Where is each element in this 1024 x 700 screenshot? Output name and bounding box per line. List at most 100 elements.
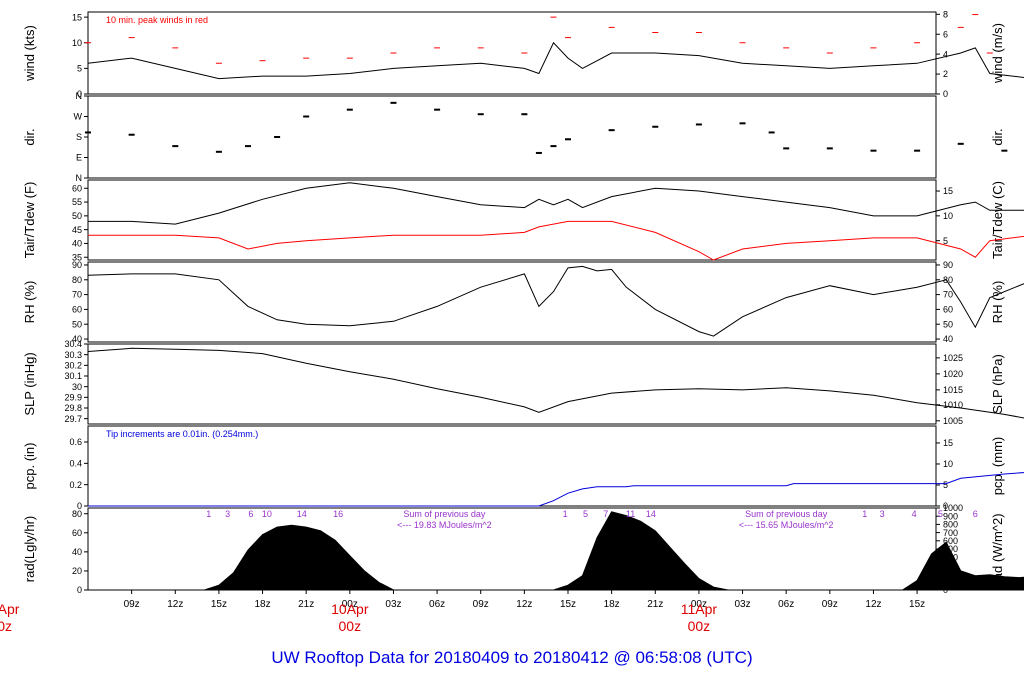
- temperature-ylabel-right: Tair/Tdew (C): [990, 181, 1005, 259]
- direction-point: [521, 113, 528, 116]
- direction-point: [957, 142, 964, 145]
- direction-point: [739, 122, 746, 125]
- pressure-ytick-label-left: 30.4: [64, 339, 82, 349]
- direction-point: [608, 129, 615, 132]
- pressure-ytick-label-left: 29.8: [64, 403, 82, 413]
- radiation-ytick-label-right: 500: [943, 544, 958, 554]
- direction-panel-frame: [87, 95, 937, 179]
- hour-mark: 3: [225, 509, 230, 519]
- hour-mark: 11: [626, 509, 635, 519]
- radiation-ylabel-right: rad (W/m^2): [990, 513, 1005, 584]
- direction-point: [914, 149, 921, 152]
- temperature-ytick-label-left: 35: [72, 252, 82, 262]
- precip-ylabel-right: pcp. (mm): [990, 437, 1005, 496]
- date-label-hour: 00z: [0, 618, 12, 634]
- pressure-ytick-label-right: 1010: [943, 400, 963, 410]
- direction-point: [550, 145, 557, 148]
- precip-annotation: Tip increments are 0.01in. (0.254mm.): [106, 429, 258, 439]
- radiation-note-line1: Sum of previous day: [403, 509, 486, 519]
- radiation-ytick-label-right: 600: [943, 536, 958, 546]
- wind-ytick-label-left: 0: [77, 89, 82, 99]
- direction-ylabel-left: dir.: [22, 128, 37, 145]
- pressure-ytick-label-right: 1015: [943, 385, 963, 395]
- xtick-label: 00z: [691, 599, 707, 610]
- xtick-label: 12z: [865, 599, 881, 610]
- pressure-ytick-label-left: 29.7: [64, 414, 82, 424]
- wind-ytick-label-right: 8: [943, 9, 948, 19]
- hour-mark: 6: [248, 509, 253, 519]
- date-label-day: 11Apr: [681, 601, 718, 617]
- rh-ytick-label-left: 50: [72, 319, 82, 329]
- pressure-ytick-label-right: 1020: [943, 369, 963, 379]
- radiation-ylabel-left: rad(Lgly/hr): [22, 516, 37, 582]
- hour-mark: 5: [938, 509, 943, 519]
- pressure-ylabel-right: SLP (hPa): [990, 354, 1005, 414]
- wind-ytick-label-right: 2: [943, 69, 948, 79]
- rh-ytick-label-right: 50: [943, 319, 953, 329]
- direction-point: [245, 145, 251, 148]
- temperature-ytick-label-right: 5: [943, 236, 948, 246]
- temperature-series-line: [88, 220, 1024, 261]
- hour-mark: 3: [880, 509, 885, 519]
- radiation-ytick-label-left: 60: [72, 528, 82, 538]
- date-label-hour: 00z: [688, 618, 711, 634]
- wind-annotation: 10 min. peak winds in red: [106, 15, 208, 25]
- radiation-note-line2: <--- 19.83 MJoules/m^2: [397, 520, 492, 530]
- xtick-label: 21z: [647, 599, 663, 610]
- hour-mark: 1: [206, 509, 211, 519]
- xtick-label: 18z: [254, 599, 270, 610]
- pressure-ytick-label-right: 1005: [943, 416, 963, 426]
- xtick-label: 03z: [734, 599, 750, 610]
- rh-ylabel-left: RH (%): [22, 281, 37, 324]
- xtick-label: 12z: [167, 599, 183, 610]
- temperature-panel-frame: [87, 179, 937, 261]
- xtick-label: 15z: [211, 599, 227, 610]
- precip-ytick-label-right: 0: [943, 501, 948, 511]
- hour-mark: 14: [297, 509, 307, 519]
- precip-ylabel-left: pcp. (in): [22, 443, 37, 490]
- temperature-ytick-label-right: 15: [943, 186, 953, 196]
- hour-mark: 10: [262, 509, 272, 519]
- rh-panel-frame: [87, 261, 937, 343]
- direction-point: [215, 150, 222, 153]
- wind-ytick-label-right: 0: [943, 89, 948, 99]
- rh-series-line: [87, 265, 1024, 337]
- temperature-ytick-label-left: 40: [72, 239, 82, 249]
- pressure-ylabel-left: SLP (inHg): [22, 352, 37, 415]
- xtick-label: 06z: [429, 599, 445, 610]
- wind-panel-frame: [87, 11, 937, 95]
- wind-ytick-label-left: 15: [72, 12, 82, 22]
- radiation-ytick-label-right: 700: [943, 528, 958, 538]
- pressure-ytick-label-left: 30.3: [64, 350, 82, 360]
- hour-mark: 7: [603, 509, 608, 519]
- precip-ytick-label-right: 15: [943, 438, 953, 448]
- hour-mark: 5: [583, 509, 588, 519]
- direction-ytick-label-left: E: [76, 153, 82, 163]
- rh-ytick-label-left: 80: [72, 275, 82, 285]
- radiation-note-line1: Sum of previous day: [745, 509, 828, 519]
- wind-ytick-label-left: 10: [72, 38, 82, 48]
- rh-ytick-label-left: 70: [72, 290, 82, 300]
- page-title: UW Rooftop Data for 20180409 to 20180412…: [271, 648, 753, 667]
- direction-point: [695, 123, 702, 126]
- direction-point: [652, 125, 659, 128]
- hour-mark: 4: [912, 509, 917, 519]
- pressure-ytick-label-right: 1025: [943, 353, 963, 363]
- rh-ytick-label-left: 60: [72, 305, 82, 315]
- direction-point: [535, 151, 542, 154]
- rh-ytick-label-right: 60: [943, 305, 953, 315]
- date-label-day: 10Apr: [331, 601, 369, 617]
- xtick-label: 03z: [385, 599, 401, 610]
- precip-ytick-label-left: 0.2: [69, 480, 82, 490]
- wind-ytick-label-right: 6: [943, 29, 948, 39]
- direction-point: [346, 108, 353, 111]
- direction-point: [1001, 149, 1008, 152]
- temperature-ylabel-left: Tair/Tdew (F): [22, 182, 37, 259]
- wind-series-line: [87, 41, 1024, 80]
- pressure-ytick-label-left: 30.1: [64, 371, 82, 381]
- hour-mark: 6: [973, 509, 978, 519]
- direction-ytick-label-left: S: [76, 132, 82, 142]
- xtick-label: 18z: [604, 599, 620, 610]
- hour-mark: 14: [646, 509, 656, 519]
- direction-point: [85, 131, 91, 134]
